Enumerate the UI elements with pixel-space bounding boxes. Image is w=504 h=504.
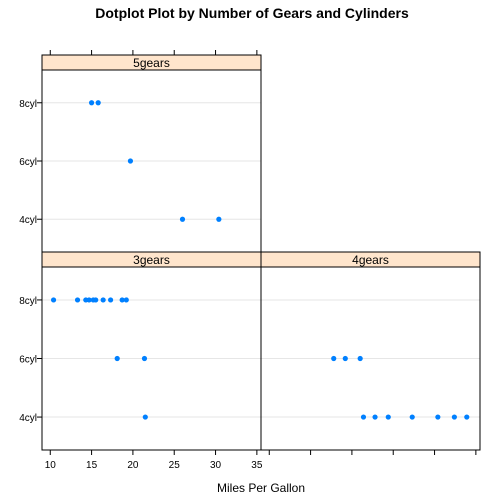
data-point <box>342 355 348 362</box>
strip-label: 3gears <box>133 253 170 267</box>
x-tick-label: 20 <box>127 460 139 471</box>
data-point <box>142 414 148 420</box>
x-tick-label: 25 <box>169 460 181 471</box>
x-tick-label: 10 <box>45 460 57 471</box>
data-point <box>119 297 125 303</box>
data-point <box>435 414 441 420</box>
x-tick-label: 15 <box>86 460 98 471</box>
data-point <box>464 414 470 420</box>
data-point <box>216 216 222 222</box>
data-point <box>331 355 337 362</box>
data-point <box>88 100 95 106</box>
panels-layer: 5gears 3gears 4gears 4cyl 6cyl 8cyl 4cyl 6cyl 8c… <box>19 50 481 471</box>
y-tick-label: 8cyl <box>19 296 37 307</box>
data-point <box>357 355 363 362</box>
chart-title: Dotplot Plot by Number of Gears and Cyli… <box>95 5 409 21</box>
y-tick-label: 4cyl <box>19 215 37 226</box>
panel-3gears: 3gears <box>41 251 262 451</box>
data-point <box>372 414 378 420</box>
y-tick-label: 8cyl <box>19 99 37 110</box>
data-point <box>50 297 57 303</box>
data-point <box>451 414 457 420</box>
data-point <box>100 297 106 303</box>
data-point <box>179 216 186 222</box>
strip-background <box>260 251 481 268</box>
panel-5gears: 5gears <box>41 54 262 253</box>
data-point <box>385 414 391 420</box>
data-point <box>360 414 367 420</box>
data-point <box>95 100 101 106</box>
data-point <box>86 297 92 303</box>
y-tick-label: 6cyl <box>19 355 37 366</box>
y-tick-label: 6cyl <box>19 157 37 168</box>
data-point <box>141 355 148 362</box>
strip-label: 5gears <box>133 56 170 70</box>
data-point <box>123 297 129 303</box>
x-tick-label: 35 <box>251 460 263 471</box>
strip-label: 4gears <box>352 253 389 267</box>
data-point <box>409 414 415 420</box>
x-tick-label: 30 <box>210 460 222 471</box>
y-tick-label: 4cyl <box>19 413 37 424</box>
data-point <box>93 297 99 303</box>
data-point <box>114 355 120 362</box>
panel-4gears: 4gears <box>260 251 481 451</box>
strip-background <box>41 54 262 71</box>
data-point <box>74 297 81 303</box>
x-axis-label: Miles Per Gallon <box>217 481 305 495</box>
data-point <box>127 158 134 164</box>
data-point <box>107 297 114 303</box>
